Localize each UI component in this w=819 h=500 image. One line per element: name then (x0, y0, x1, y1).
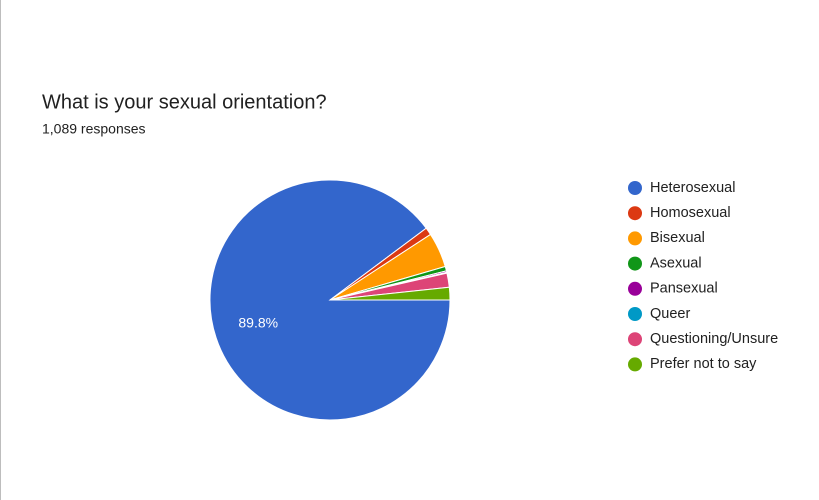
legend-label: Bisexual (650, 230, 705, 246)
chart-subtitle: 1,089 responses (42, 121, 146, 137)
legend-label: Queer (650, 306, 690, 322)
legend-label: Homosexual (650, 205, 731, 221)
legend-swatch (628, 332, 642, 347)
legend-swatch (628, 307, 642, 321)
chart-title: What is your sexual orientation? (42, 91, 327, 113)
legend-label: Prefer not to say (650, 356, 757, 372)
legend-label: Asexual (650, 255, 702, 271)
legend-label: Questioning/Unsure (650, 331, 778, 347)
slice-label: 89.8% (238, 315, 278, 331)
legend-label: Pansexual (650, 281, 718, 297)
legend-swatch (628, 357, 642, 372)
legend-swatch (628, 181, 642, 195)
legend-swatch (628, 281, 642, 296)
legend-swatch (628, 206, 642, 221)
legend-label: Heterosexual (650, 180, 735, 196)
legend-swatch (628, 256, 642, 271)
legend-swatch (628, 231, 642, 246)
pie-slice (329, 286, 451, 301)
